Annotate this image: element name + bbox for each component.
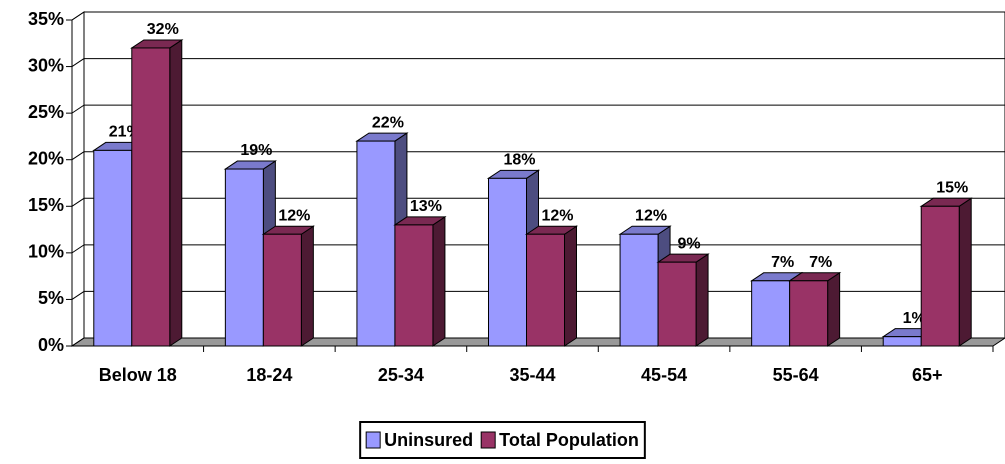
bar [619,233,659,347]
bar [394,224,434,347]
bar [526,233,565,347]
bar [224,168,264,347]
grid-line [71,151,85,161]
data-label: 12% [278,207,310,224]
x-tick-label: 45-54 [641,365,687,385]
x-tick-label: Below 18 [99,365,177,385]
bar-side [432,215,446,347]
bar-side [958,197,972,347]
bar [262,233,302,347]
y-tick-label: 30% [28,55,64,75]
bar [789,280,829,347]
legend-label: Total Population [499,430,639,450]
legend-swatch [480,431,496,449]
x-tick-label: 35-44 [509,365,555,385]
grid-line [71,104,85,114]
bar-side [827,271,841,347]
y-tick-label: 5% [38,288,64,308]
data-label: 18% [503,152,535,169]
grid-line [71,244,85,254]
grid-line [71,291,85,300]
data-label: 7% [809,254,832,271]
grid-line [71,58,85,67]
data-label: 7% [771,254,794,271]
bar [356,140,396,347]
bar [920,205,960,347]
y-tick-label: 35% [28,9,64,29]
bar [882,336,922,347]
data-label: 12% [541,207,573,224]
legend-box [359,421,646,459]
data-label: 12% [635,207,667,224]
grid-line [71,11,85,21]
x-tick-label: 55-64 [773,365,819,385]
bar [657,261,697,347]
data-label: 22% [372,114,404,131]
bar-side [300,225,314,347]
x-tick-label: 18-24 [246,365,292,385]
y-tick-label: 25% [28,102,64,122]
data-label: 9% [678,235,701,252]
bar-side [695,253,709,347]
bar [131,47,171,347]
x-tick-label: 25-34 [378,365,424,385]
x-tick-label: 65+ [912,365,943,385]
legend-swatch [365,431,381,449]
bar [93,149,133,347]
legend-label: Uninsured [384,430,473,450]
data-label: 32% [147,21,179,38]
bar [488,177,527,347]
legend: Uninsured Total Population [359,421,646,459]
y-tick-label: 10% [28,242,64,262]
grid-line [71,337,85,347]
data-label: 1% [903,310,926,327]
data-label: 15% [936,180,968,197]
y-tick-label: 20% [28,148,64,168]
y-tick-label: 0% [38,335,64,355]
grid-line [71,197,85,207]
bar [751,280,791,347]
bar-side [564,225,577,347]
y-tick-label: 15% [28,195,64,215]
data-label: 13% [410,198,442,215]
bar-side [169,39,183,347]
data-label: 19% [240,142,272,159]
